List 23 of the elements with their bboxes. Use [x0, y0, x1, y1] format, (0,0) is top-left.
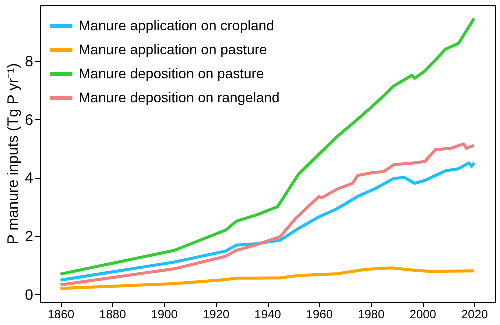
x-tick-label: 1960	[306, 308, 334, 322]
x-tick-label: 1920	[202, 308, 230, 322]
x-tick-label: 1900	[151, 308, 178, 322]
x-tick-label: 1980	[358, 308, 386, 322]
legend-label: Manure deposition on pasture	[79, 66, 264, 82]
line-series	[59, 142, 476, 287]
y-axis-title: P manure inputs (Tg P yr⁻¹)	[5, 63, 22, 245]
legend-label: Manure deposition on rangeland	[79, 90, 280, 106]
line-series	[59, 162, 476, 282]
line-series	[59, 266, 476, 290]
legend-label: Manure application on pasture	[79, 42, 268, 58]
x-tick-label: 2000	[410, 308, 437, 322]
y-tick-label: 6	[25, 112, 34, 129]
y-tick-label: 0	[25, 286, 34, 304]
x-tick-label: 1940	[254, 308, 282, 322]
x-tick-label: 2020	[461, 308, 488, 322]
line-series	[59, 17, 476, 276]
y-tick-label: 2	[25, 228, 34, 246]
legend-label: Manure application on cropland	[79, 18, 274, 34]
x-tick-label: 1860	[48, 308, 75, 322]
y-tick-label: 4	[25, 170, 34, 188]
x-tick-label: 1880	[100, 308, 127, 322]
y-tick-label: 8	[25, 54, 34, 71]
